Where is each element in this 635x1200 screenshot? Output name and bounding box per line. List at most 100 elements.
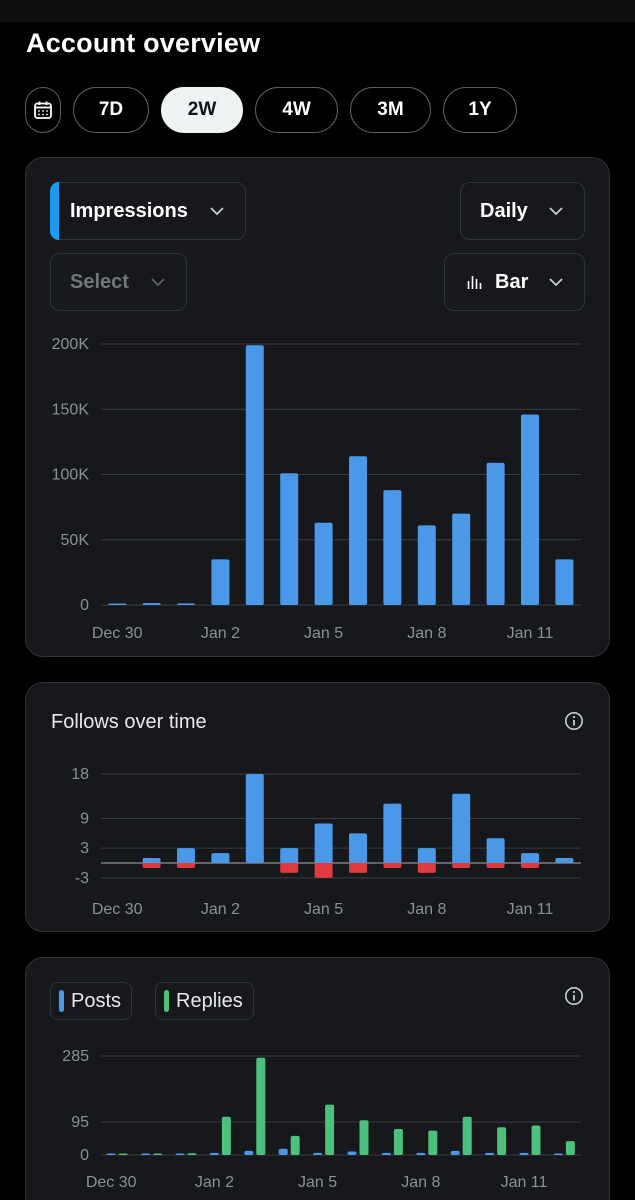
impressions-bar (452, 513, 471, 605)
replies-bar (153, 1153, 163, 1155)
impressions-bar (177, 603, 195, 605)
posts-bar (485, 1152, 495, 1155)
unfollows-bar (383, 863, 402, 868)
y-tick-label: 100K (52, 467, 90, 484)
y-tick-label: 95 (71, 1114, 89, 1131)
posts-bar (553, 1153, 563, 1155)
x-tick-label: Dec 30 (92, 901, 143, 918)
posts-bar (416, 1152, 426, 1155)
posts-bar (381, 1152, 391, 1155)
range-1y-button[interactable]: 1Y (443, 87, 517, 133)
x-tick-label: Jan 2 (195, 1174, 234, 1191)
impressions-bar-chart: 0 50K 100K 150K 200K Dec 30 Jan 2 Jan 5 Jan 8 Jan… (52, 336, 581, 642)
metric-color-accent (50, 182, 59, 240)
unfollows-bar (521, 863, 539, 868)
bar-chart-icon (467, 276, 482, 289)
follows-bar (280, 848, 299, 863)
x-tick-label: Jan 11 (507, 901, 554, 918)
replies-bar (497, 1127, 507, 1155)
replies-bar (462, 1116, 472, 1155)
impressions-card: Impressions Daily Select Bar 0 50K 100K 150… (25, 157, 610, 657)
info-icon[interactable] (564, 711, 584, 731)
follows-bar (521, 853, 539, 863)
info-icon[interactable] (564, 986, 584, 1006)
interval-dropdown-label: Daily (480, 199, 528, 222)
chevron-down-icon (549, 278, 563, 287)
replies-bar (428, 1130, 438, 1155)
posts-bar (209, 1152, 219, 1155)
range-4w-button[interactable]: 4W (255, 87, 338, 133)
chart-type-dropdown[interactable]: Bar (444, 253, 585, 311)
metric-dropdown[interactable]: Impressions (50, 182, 246, 240)
posts-bar (244, 1150, 254, 1155)
y-tick-label: 150K (52, 401, 90, 418)
x-tick-label: Jan 11 (507, 625, 554, 642)
x-tick-label: Jan 8 (407, 901, 446, 918)
posts-legend-chip[interactable]: Posts (50, 982, 132, 1020)
replies-bar (187, 1153, 197, 1155)
follows-bar (177, 848, 195, 863)
follows-bar (417, 848, 436, 863)
chevron-down-icon (151, 278, 165, 287)
impressions-bar (211, 559, 230, 605)
calendar-button[interactable] (25, 87, 61, 133)
x-tick-label: Jan 11 (501, 1174, 548, 1191)
impressions-bar (108, 603, 127, 605)
follows-bar (245, 774, 264, 863)
compare-select-dropdown[interactable]: Select (50, 253, 187, 311)
x-tick-label: Dec 30 (86, 1174, 137, 1191)
interval-dropdown[interactable]: Daily (460, 182, 585, 240)
unfollows-bar (142, 863, 161, 868)
impressions-bar (349, 456, 367, 605)
range-7d-button[interactable]: 7D (73, 87, 149, 133)
chart-type-label: Bar (495, 270, 529, 293)
y-tick-label: 0 (80, 597, 89, 614)
y-tick-label: 9 (80, 811, 89, 828)
impressions-bar (245, 345, 264, 605)
follows-bar (452, 793, 471, 863)
posts-bar (313, 1152, 323, 1155)
x-tick-label: Dec 30 (92, 625, 143, 642)
impressions-bar (280, 473, 299, 605)
impressions-bar (142, 603, 161, 605)
follows-bar (211, 853, 230, 863)
posts-swatch (59, 990, 64, 1012)
follows-bar (555, 858, 574, 863)
y-tick-label: 18 (71, 766, 89, 783)
date-range-selector: 7D 2W 4W 3M 1Y (25, 87, 517, 133)
x-tick-label: Jan 5 (304, 901, 343, 918)
follows-card-title: Follows over time (51, 711, 207, 733)
range-3m-button[interactable]: 3M (350, 87, 431, 133)
y-tick-label: 50K (61, 532, 90, 549)
replies-bar (531, 1125, 541, 1155)
replies-bar (256, 1057, 266, 1155)
y-tick-label: 3 (80, 840, 89, 857)
y-tick-label: 200K (52, 336, 90, 353)
unfollows-bar (314, 863, 333, 878)
posts-bar (347, 1151, 357, 1155)
y-tick-label: 285 (62, 1048, 89, 1065)
unfollows-bar (452, 863, 471, 868)
replies-bar (565, 1141, 575, 1155)
impressions-bar (521, 414, 539, 605)
x-tick-label: Jan 8 (407, 625, 446, 642)
y-tick-label: -3 (75, 870, 89, 887)
replies-bar (393, 1128, 403, 1155)
follows-bar (486, 838, 505, 863)
chevron-down-icon (549, 207, 563, 216)
follows-bar (314, 823, 333, 863)
replies-swatch (164, 990, 169, 1012)
replies-legend-chip[interactable]: Replies (155, 982, 254, 1020)
unfollows-bar (177, 863, 195, 868)
unfollows-bar (349, 863, 367, 873)
posts-bar (175, 1153, 185, 1155)
range-2w-button[interactable]: 2W (161, 87, 243, 133)
x-tick-label: Jan 5 (298, 1174, 337, 1191)
replies-bar (118, 1153, 128, 1155)
unfollows-bar (280, 863, 299, 873)
impressions-bar (314, 522, 333, 605)
activity-card: Posts Replies 0 95 285 Dec 30 Jan 2 Jan 5 Jan … (25, 957, 610, 1200)
replies-legend-label: Replies (176, 989, 243, 1012)
unfollows-bar (486, 863, 505, 868)
replies-bar (325, 1104, 335, 1155)
